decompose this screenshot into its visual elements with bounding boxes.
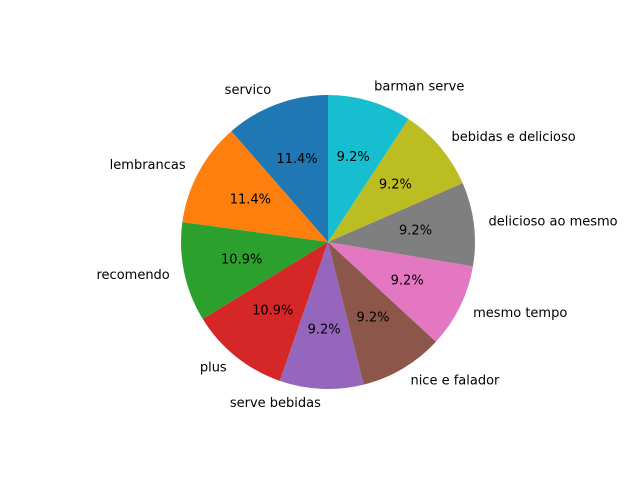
pie-slice-nice-e-falador bbox=[328, 242, 436, 385]
slice-label-bebidas-e-delicioso: bebidas e delicioso bbox=[451, 130, 575, 145]
slice-labels: servico lembrancas recomendo plus serve bebi… bbox=[97, 80, 618, 412]
slice-label-barman-serve: barman serve bbox=[374, 80, 464, 95]
pie-slice-servico bbox=[231, 95, 328, 242]
pct-label-delicioso-ao-mesmo: 9.2% bbox=[399, 224, 432, 239]
slice-label-mesmo-tempo: mesmo tempo bbox=[473, 306, 567, 321]
pie-slice-plus bbox=[202, 242, 328, 381]
slice-label-delicioso-ao-mesmo: delicioso ao mesmo bbox=[488, 215, 617, 230]
pct-label-serve-bebidas: 9.2% bbox=[308, 323, 341, 338]
pct-label-recomendo: 10.9% bbox=[221, 253, 262, 268]
slice-label-serve-bebidas: serve bebidas bbox=[230, 396, 321, 411]
pct-label-bebidas-e-delicioso: 9.2% bbox=[379, 178, 412, 193]
pct-label-mesmo-tempo: 9.2% bbox=[391, 273, 424, 288]
pie-slice-lembrancas bbox=[182, 131, 328, 242]
slice-label-servico: servico bbox=[225, 83, 272, 98]
pct-label-plus: 10.9% bbox=[252, 303, 293, 318]
slice-label-plus: plus bbox=[200, 361, 227, 376]
percentage-labels: 11.4% 11.4% 10.9% 10.9% 9.2% 9.2% 9.2% 9.2% 9.2%… bbox=[221, 150, 432, 338]
pie-slice-delicioso-ao-mesmo bbox=[328, 183, 475, 267]
pie-slice-recomendo bbox=[181, 222, 328, 319]
pie-slices bbox=[181, 95, 475, 389]
pie-slice-barman-serve bbox=[328, 95, 409, 242]
pct-label-lembrancas: 11.4% bbox=[230, 193, 271, 208]
pct-label-nice-e-falador: 9.2% bbox=[356, 310, 389, 325]
slice-label-lembrancas: lembrancas bbox=[110, 158, 186, 173]
pct-label-servico: 11.4% bbox=[276, 152, 317, 167]
pie-slice-bebidas-e-delicioso bbox=[328, 118, 463, 242]
pct-label-barman-serve: 9.2% bbox=[337, 150, 370, 165]
slice-label-nice-e-falador: nice e falador bbox=[410, 374, 500, 389]
slice-label-recomendo: recomendo bbox=[97, 268, 170, 283]
pie-slice-serve-bebidas bbox=[279, 242, 364, 389]
pie-slice-mesmo-tempo bbox=[328, 242, 473, 342]
